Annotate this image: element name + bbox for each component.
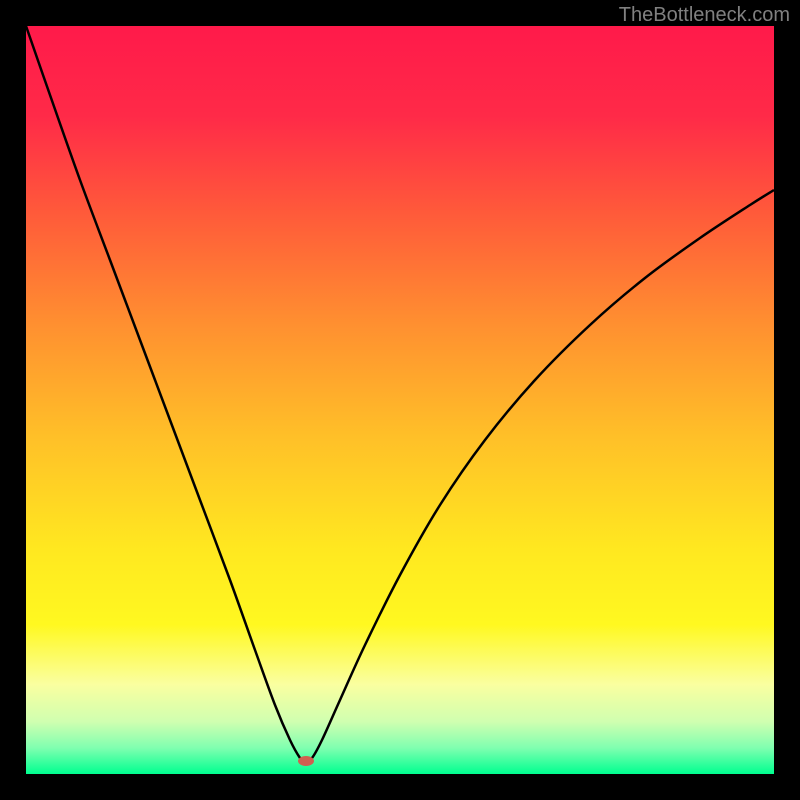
- optimal-point-marker: [298, 756, 314, 766]
- watermark-text: TheBottleneck.com: [619, 4, 790, 27]
- plot-area: [26, 26, 774, 774]
- chart-container: TheBottleneck.com: [0, 0, 800, 800]
- bottleneck-chart: [0, 0, 800, 800]
